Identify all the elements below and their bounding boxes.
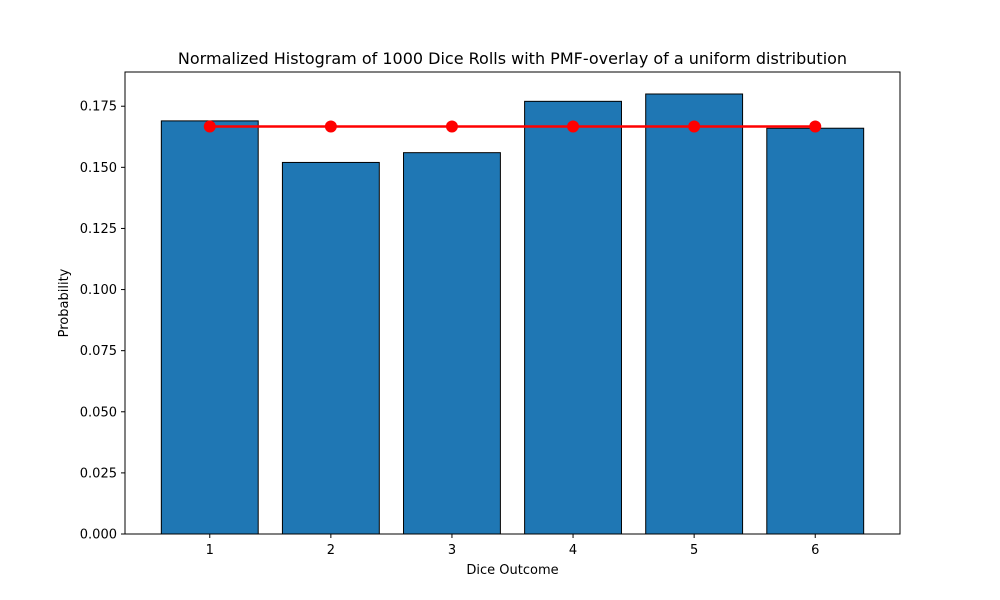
x-tick-label: 4 bbox=[569, 543, 577, 558]
pmf-point-4 bbox=[567, 120, 580, 133]
pmf-point-6 bbox=[809, 120, 822, 133]
x-tick-label: 2 bbox=[327, 543, 335, 558]
plot-frame bbox=[124, 71, 901, 535]
pmf-point-2 bbox=[324, 120, 337, 133]
bar-5 bbox=[645, 93, 744, 535]
x-ticks: 1 2 3 4 5 6 bbox=[206, 534, 819, 558]
y-tick-label: 0.175 bbox=[80, 100, 117, 115]
bar-1 bbox=[160, 120, 259, 535]
y-tick-label: 0.150 bbox=[80, 161, 117, 176]
overlay-group bbox=[203, 120, 822, 133]
y-tick-label: 0.100 bbox=[80, 283, 117, 298]
bar-3 bbox=[403, 152, 501, 535]
y-tick-label: 0.050 bbox=[80, 405, 117, 420]
pmf-point-5 bbox=[688, 120, 701, 133]
x-axis-label: Dice Outcome bbox=[466, 563, 558, 578]
y-axis-label: Probability bbox=[57, 268, 72, 337]
bar-6 bbox=[766, 127, 865, 535]
axes bbox=[124, 71, 901, 535]
x-tick-label: 5 bbox=[690, 543, 698, 558]
y-tick-label: 0.025 bbox=[80, 466, 117, 481]
x-tick-label: 3 bbox=[448, 543, 456, 558]
y-ticks: 0.000 0.025 0.050 0.075 0.100 0.125 0.150 0.175 bbox=[80, 100, 125, 543]
x-tick-label: 1 bbox=[206, 543, 214, 558]
y-tick-label: 0.075 bbox=[80, 344, 117, 359]
y-tick-label: 0.000 bbox=[80, 528, 117, 543]
pmf-point-1 bbox=[203, 120, 216, 133]
bar-group bbox=[160, 93, 865, 535]
chart-title: Normalized Histogram of 1000 Dice Rolls … bbox=[178, 49, 847, 68]
bar-4 bbox=[524, 100, 622, 535]
y-tick-label: 0.125 bbox=[80, 222, 117, 237]
x-tick-label: 6 bbox=[811, 543, 819, 558]
pmf-point-3 bbox=[445, 120, 458, 133]
bar-2 bbox=[281, 161, 380, 535]
